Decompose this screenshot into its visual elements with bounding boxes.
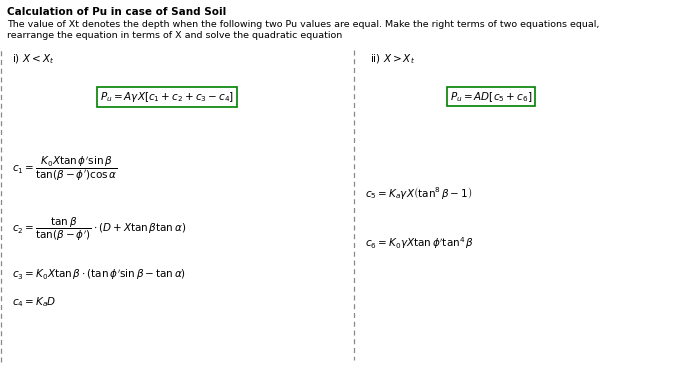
Text: $c_3 = K_0 X\tan\beta \cdot (\tan\phi'\sin\beta - \tan\alpha)$: $c_3 = K_0 X\tan\beta \cdot (\tan\phi'\s…: [12, 268, 186, 282]
Text: i) $X < X_t$: i) $X < X_t$: [12, 52, 54, 66]
Text: $c_4 = K_a D$: $c_4 = K_a D$: [12, 295, 56, 309]
Text: The value of Xt denotes the depth when the following two Pu values are equal. Ma: The value of Xt denotes the depth when t…: [7, 20, 600, 29]
Text: $c_6 = K_0\gamma X\tan\phi'\tan^4\beta$: $c_6 = K_0\gamma X\tan\phi'\tan^4\beta$: [365, 235, 474, 251]
Text: $P_u = A\gamma X\left[c_1 + c_2 + c_3 - c_4\right]$: $P_u = A\gamma X\left[c_1 + c_2 + c_3 - …: [100, 90, 235, 104]
Text: Calculation of Pu in case of Sand Soil: Calculation of Pu in case of Sand Soil: [7, 7, 226, 17]
Text: ii) $X > X_t$: ii) $X > X_t$: [370, 52, 415, 66]
Text: $c_2 = \dfrac{\tan\beta}{\tan(\beta - \phi')} \cdot (D + X\tan\beta\tan\alpha)$: $c_2 = \dfrac{\tan\beta}{\tan(\beta - \p…: [12, 215, 186, 243]
Text: $c_5 = K_a\gamma X\left(\tan^8\beta - 1\right)$: $c_5 = K_a\gamma X\left(\tan^8\beta - 1\…: [365, 185, 473, 201]
Text: $c_1 = \dfrac{K_0 X \tan\phi'\sin\beta}{\tan(\beta - \phi')\cos\alpha}$: $c_1 = \dfrac{K_0 X \tan\phi'\sin\beta}{…: [12, 155, 118, 183]
Text: $P_u = AD\left[c_5 + c_6\right]$: $P_u = AD\left[c_5 + c_6\right]$: [450, 90, 532, 104]
Text: rearrange the equation in terms of X and solve the quadratic equation: rearrange the equation in terms of X and…: [7, 31, 342, 40]
